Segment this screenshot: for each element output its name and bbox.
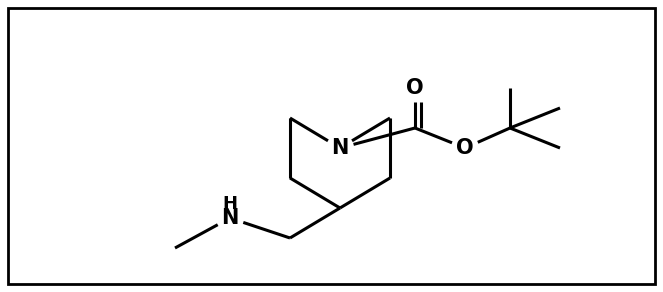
- Text: O: O: [406, 78, 424, 98]
- Text: N: N: [221, 208, 239, 228]
- Text: N: N: [332, 138, 349, 158]
- Text: O: O: [456, 138, 474, 158]
- Text: H: H: [223, 195, 237, 213]
